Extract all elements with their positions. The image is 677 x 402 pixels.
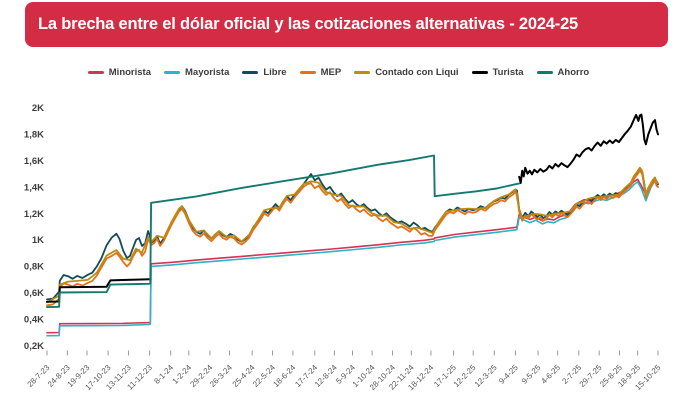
legend-item-libre: Libre [242, 66, 287, 78]
legend-item-turista: Turista [471, 66, 524, 78]
y-tick-label: 1,2K [24, 209, 44, 220]
series-line-libre [46, 166, 659, 301]
y-tick-label: 2K [32, 103, 44, 114]
y-tick-label: 0,6K [24, 288, 44, 299]
page-title: La brecha entre el dólar oficial y las c… [38, 15, 579, 33]
y-tick-label: 0,4K [24, 314, 44, 325]
y-tick-label: 1,4K [24, 182, 44, 193]
legend-swatch [164, 70, 180, 74]
x-tick-label: 4-6-25 [539, 363, 562, 386]
series-line-minorista [46, 178, 659, 334]
legend-label: Turista [492, 66, 524, 78]
series-line-mep [46, 169, 659, 307]
x-tick-label: 18-6-24 [271, 363, 297, 389]
series-line-turista [518, 113, 659, 184]
legend-label: Minorista [108, 66, 151, 78]
legend-swatch [242, 70, 259, 74]
y-tick-label: 0,8K [24, 262, 44, 273]
x-tick-label: 9-4-25 [497, 363, 520, 386]
legend-swatch [87, 70, 104, 74]
legend-item-minorista: Minorista [87, 66, 151, 78]
x-tick-label: 9-5-25 [520, 363, 543, 386]
title-banner: La brecha entre el dólar oficial y las c… [25, 2, 668, 47]
y-tick-label: 1,6K [24, 156, 44, 167]
y-tick-label: 1,8K [24, 130, 44, 141]
legend-item-mep: MEP [299, 66, 342, 78]
y-tick-label: 0,2K [24, 341, 44, 352]
y-tick-label: 1K [32, 235, 44, 246]
legend-item-contado-con-liqui: Contado con Liqui [354, 66, 459, 78]
legend-label: Contado con Liqui [375, 66, 459, 78]
legend-swatch [354, 70, 371, 74]
legend-label: Libre [263, 66, 287, 78]
legend-item-mayorista: Mayorista [164, 67, 229, 78]
legend-item-ahorro: Ahorro [536, 66, 590, 78]
legend-swatch [471, 70, 488, 74]
chart-legend: Minorista Mayorista Libre MEP Contado con Li… [0, 64, 677, 80]
series-line-contado-con-liqui [46, 166, 659, 304]
legend-swatch [299, 70, 316, 74]
legend-label: Ahorro [557, 66, 590, 78]
x-tick-label: 12-8-24 [313, 363, 339, 389]
x-tick-label: 12-3-25 [473, 363, 499, 389]
x-tick-label: 26-3-24 [208, 363, 234, 389]
series-line-ahorro [46, 154, 521, 309]
legend-label: MEP [320, 66, 342, 78]
legend-swatch [536, 70, 553, 74]
legend-label: Mayorista [185, 66, 230, 78]
